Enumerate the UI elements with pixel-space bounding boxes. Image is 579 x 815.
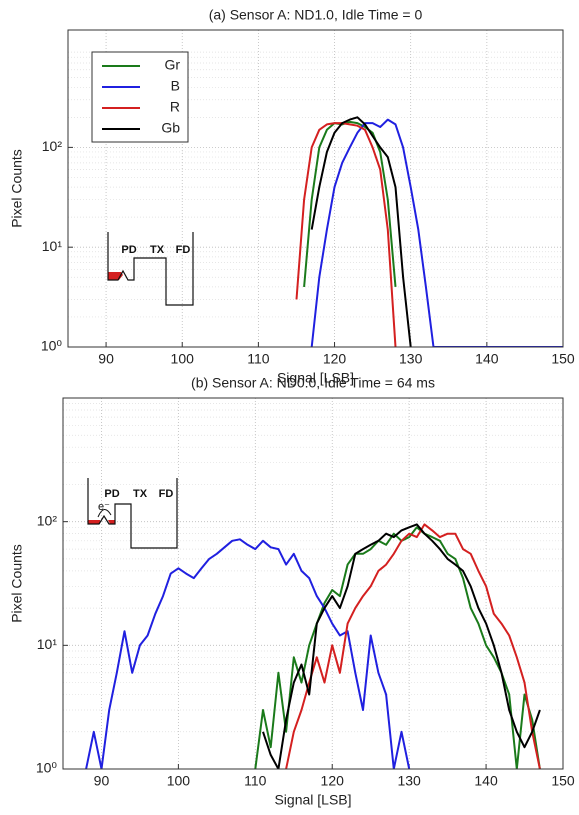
subplot: 90 100 110 120 130 140 150 10⁰ 10¹ 10² (a) Sensor … — [9, 7, 575, 386]
data-line — [310, 118, 563, 347]
inset-label: FD — [159, 488, 174, 500]
x-tick-label: 150 — [551, 773, 575, 789]
inset-label: TX — [150, 244, 165, 256]
x-tick-label: 130 — [397, 773, 421, 789]
data-line — [285, 523, 541, 769]
inset-charge — [108, 520, 115, 524]
x-tick-label: 110 — [244, 773, 267, 789]
inset-label: PD — [121, 244, 136, 256]
x-tick-label: 100 — [167, 773, 191, 789]
y-tick-label: 10² — [42, 138, 63, 154]
plots: 90 100 110 120 130 140 150 10⁰ 10¹ 10² (a) Sensor … — [9, 7, 575, 808]
data-line — [254, 526, 541, 769]
x-tick-label: 90 — [94, 773, 110, 789]
y-tick-label: 10⁰ — [36, 760, 58, 776]
x-tick-label: 110 — [247, 351, 270, 367]
inset-arrow — [97, 509, 112, 518]
axes-frame — [67, 29, 564, 348]
inset-label: e⁻ — [98, 501, 110, 513]
y-axis-label: Pixel Counts — [9, 544, 25, 623]
inset-diagram: PD TX FD — [107, 232, 194, 306]
y-axis-label: Pixel Counts — [9, 149, 25, 228]
x-axis-label: Signal [LSB] — [277, 370, 354, 386]
legend-label: Gb — [161, 120, 180, 136]
x-tick-label: 120 — [321, 773, 345, 789]
data-line — [85, 538, 411, 769]
axes-frame — [62, 397, 564, 770]
plot-area — [63, 398, 563, 769]
y-tick-label: 10⁰ — [41, 338, 63, 354]
subplot: 90 100 110 120 130 140 150 10⁰ 10¹ 10² (b) Sensor … — [9, 375, 575, 808]
x-tick-label: 90 — [98, 351, 114, 367]
inset-potential — [87, 478, 178, 549]
inset-diagram: PD TX FD e⁻ — [87, 478, 178, 549]
legend-label: R — [170, 99, 180, 115]
data-line — [295, 122, 397, 347]
inset-potential — [107, 232, 194, 306]
chart-title: (a) Sensor A: ND1.0, Idle Time = 0 — [209, 7, 423, 23]
series-group — [85, 523, 541, 769]
x-tick-label: 100 — [171, 351, 195, 367]
x-tick-label: 140 — [475, 351, 499, 367]
chart-title: (b) Sensor A: ND0.0, Idle Time = 64 ms — [191, 375, 435, 391]
data-line — [310, 116, 412, 347]
inset-label: TX — [133, 488, 148, 500]
y-tick-label: 10¹ — [42, 238, 63, 254]
legend-label: Gr — [164, 57, 180, 73]
inset-charge — [88, 520, 100, 524]
x-tick-label: 140 — [474, 773, 498, 789]
y-tick-label: 10¹ — [37, 636, 58, 652]
inset-label: PD — [104, 488, 119, 500]
inset-label: FD — [176, 244, 191, 256]
x-tick-label: 120 — [323, 351, 347, 367]
data-line — [303, 120, 397, 287]
x-tick-label: 130 — [399, 351, 423, 367]
series-group — [295, 116, 563, 347]
y-tick-label: 10² — [37, 512, 58, 528]
x-axis-label: Signal [LSB] — [274, 792, 351, 808]
legend-label: B — [171, 78, 180, 94]
x-tick-label: 150 — [551, 351, 575, 367]
data-line — [262, 523, 541, 769]
